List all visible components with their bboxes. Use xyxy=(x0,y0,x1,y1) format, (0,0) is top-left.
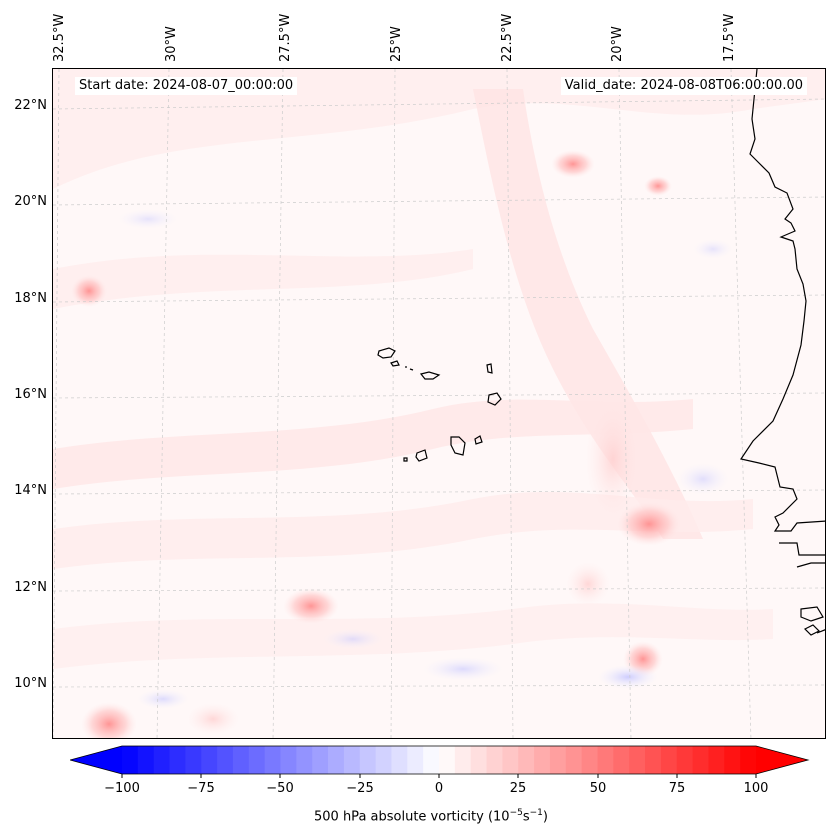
colorbar-cell xyxy=(645,746,662,774)
lon-label-32-5w: 32.5°W xyxy=(52,13,67,62)
colorbar-cell xyxy=(676,746,694,774)
colorbar-cell xyxy=(724,746,741,774)
colorbar-cell xyxy=(502,746,519,774)
start-date-label: Start date: 2024-08-07_00:00:00 xyxy=(75,77,298,95)
map-panel[interactable]: Start date: 2024-08-07_00:00:00 Valid_da… xyxy=(52,68,826,739)
colorbar-cell xyxy=(660,746,678,774)
cape-verde-islands xyxy=(377,347,502,462)
lat-label-22n: 22°N xyxy=(14,98,47,113)
colorbar-cell xyxy=(486,746,503,774)
lat-label-18n: 18°N xyxy=(14,291,47,306)
colorbar-cell xyxy=(423,746,440,774)
colorbar-cell xyxy=(169,746,186,774)
lat-label-10n: 10°N xyxy=(14,676,47,691)
colorbar-cell xyxy=(708,746,725,774)
colorbar-cell xyxy=(565,746,583,774)
colorbar-tick-label: −100 xyxy=(104,781,140,796)
colorbar-tick-label: 100 xyxy=(743,781,769,796)
colorbar-cell xyxy=(343,746,361,774)
colorbar-cell xyxy=(359,746,377,774)
lat-label-14n: 14°N xyxy=(14,483,47,498)
colorbar-cell xyxy=(407,746,424,774)
colorbar-cell xyxy=(740,746,757,774)
vorticity-minima xyxy=(118,209,733,709)
colorbar-cell xyxy=(280,746,297,774)
colorbar-cell xyxy=(692,746,709,774)
colorbar-cell xyxy=(328,746,345,774)
lon-label-22-5w: 22.5°W xyxy=(500,13,515,62)
colorbar-ticks xyxy=(121,774,757,778)
colorbar xyxy=(70,745,810,775)
colorbar-cell xyxy=(248,746,266,774)
africa-coastline xyxy=(740,69,825,636)
colorbar-cell xyxy=(185,746,202,774)
colorbar-cell xyxy=(629,746,646,774)
colorbar-tick-label: −75 xyxy=(187,781,215,796)
colorbar-cell xyxy=(217,746,234,774)
colorbar-cell xyxy=(581,746,598,774)
colorbar-tick-label: −50 xyxy=(266,781,294,796)
lon-label-25w: 25°W xyxy=(389,26,404,62)
lon-label-17-5w: 17.5°W xyxy=(722,13,737,62)
colorbar-cell xyxy=(296,746,313,774)
colorbar-cell xyxy=(153,746,171,774)
colorbar-cell xyxy=(518,746,535,774)
lon-label-27-5w: 27.5°W xyxy=(278,13,293,62)
colorbar-cell xyxy=(391,746,408,774)
colorbar-cell xyxy=(312,746,329,774)
lon-label-30w: 30°W xyxy=(164,26,179,62)
colorbar-cell xyxy=(470,746,488,774)
colorbar-cell xyxy=(454,746,472,774)
colorbar-tick-label: −25 xyxy=(346,781,374,796)
colorbar-cell xyxy=(137,746,155,774)
colorbar-tick-label: 25 xyxy=(509,781,527,796)
lon-label-20w: 20°W xyxy=(610,26,625,62)
lat-label-20n: 20°N xyxy=(14,194,47,209)
colorbar-cell xyxy=(122,746,139,774)
colorbar-cell xyxy=(534,746,551,774)
colorbar-cell xyxy=(201,746,218,774)
valid-date-label: Valid_date: 2024-08-08T06:00:00.00 xyxy=(560,77,807,95)
colorbar-tick-label: 0 xyxy=(434,781,444,796)
colorbar-title: 500 hPa absolute vorticity (10−5s−1) xyxy=(314,808,548,825)
colorbar-cell xyxy=(613,746,630,774)
vorticity-field xyxy=(53,69,825,738)
colorbar-max-extension xyxy=(756,746,808,774)
colorbar-cell xyxy=(549,746,567,774)
colorbar-cells xyxy=(122,746,757,774)
lat-label-16n: 16°N xyxy=(14,387,47,402)
vorticity-bands xyxy=(53,69,825,669)
colorbar-tick-label: 50 xyxy=(589,781,607,796)
colorbar-cell xyxy=(264,746,281,774)
lat-label-12n: 12°N xyxy=(14,580,47,595)
colorbar-cell xyxy=(597,746,614,774)
graticule xyxy=(53,69,825,738)
colorbar-cell xyxy=(375,746,392,774)
colorbar-cell xyxy=(232,746,250,774)
colorbar-min-extension xyxy=(70,746,122,774)
colorbar-cell xyxy=(439,746,456,774)
colorbar-tick-label: 75 xyxy=(668,781,686,796)
